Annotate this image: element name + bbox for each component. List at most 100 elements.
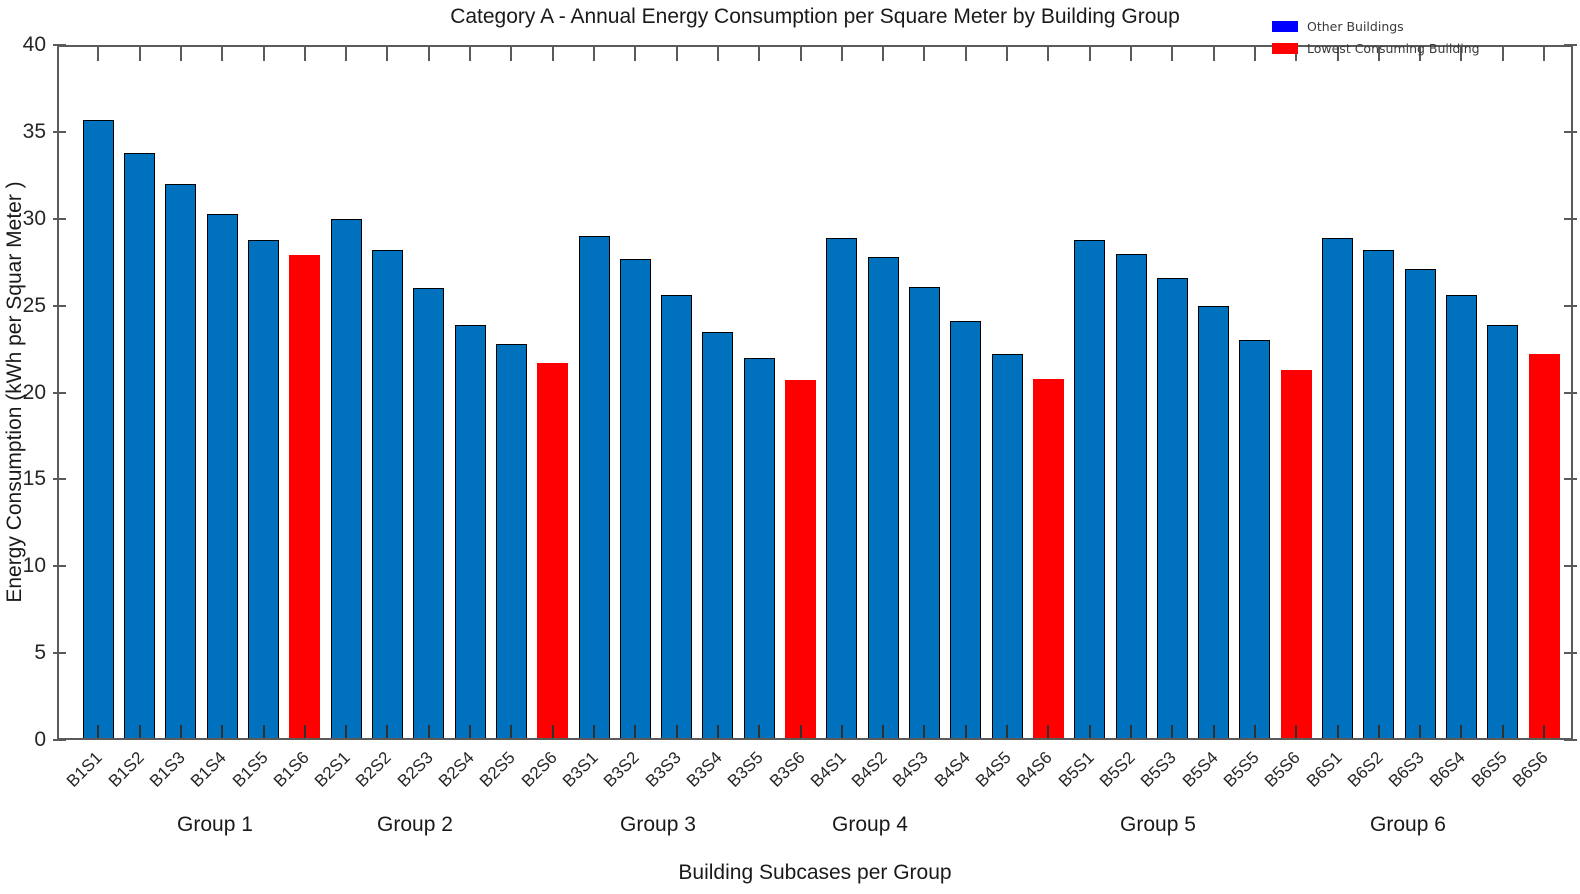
- x-tick-mark-bottom: [469, 725, 472, 738]
- y-tick-mark-left: [53, 304, 66, 307]
- x-tick-label-b1s2: B1S2: [104, 748, 148, 791]
- bar-b2s2: [371, 250, 403, 740]
- y-tick-mark-right: [1564, 391, 1577, 394]
- x-tick-mark-bottom: [716, 725, 719, 738]
- group-label-4: Group 4: [832, 813, 908, 836]
- y-tick-mark-left: [53, 391, 66, 394]
- x-tick-mark-bottom: [221, 725, 224, 738]
- x-tick-mark-top: [221, 47, 224, 61]
- chart-title: Category A - Annual Energy Consumption p…: [450, 5, 1180, 28]
- x-tick-mark-top: [1047, 47, 1050, 61]
- y-axis-label: Energy Consumption (kWh per Squar Meter …: [3, 181, 26, 603]
- bar-b5s4: [1198, 305, 1230, 740]
- y-tick-mark-left: [53, 44, 66, 46]
- x-tick-mark-bottom: [97, 725, 100, 738]
- x-tick-mark-bottom: [840, 725, 843, 738]
- x-tick-mark-top: [675, 47, 678, 61]
- bar-b6s6: [1528, 354, 1560, 740]
- bar-b5s1: [1074, 239, 1106, 740]
- x-tick-mark-bottom: [427, 725, 430, 738]
- x-tick-label-b6s5: B6S5: [1467, 748, 1511, 791]
- x-tick-mark-top: [179, 47, 182, 61]
- y-tick-label: 20: [22, 380, 46, 404]
- x-tick-mark-top: [758, 47, 761, 61]
- legend-label-other-buildings: Other Buildings: [1307, 19, 1404, 34]
- x-tick-mark-bottom: [1171, 725, 1174, 738]
- x-tick-label-b3s2: B3S2: [600, 748, 644, 791]
- group-label-5: Group 5: [1120, 813, 1196, 836]
- y-tick-mark-right: [1564, 44, 1577, 46]
- x-tick-mark-bottom: [551, 725, 554, 738]
- y-tick-label: 30: [22, 206, 46, 230]
- x-tick-mark-bottom: [262, 725, 265, 738]
- x-tick-mark-top: [1295, 47, 1298, 61]
- x-tick-label-b5s2: B5S2: [1095, 748, 1139, 791]
- x-tick-label-b6s6: B6S6: [1509, 748, 1552, 791]
- x-tick-label-b4s6: B4S6: [1013, 748, 1057, 791]
- x-tick-mark-bottom: [593, 725, 595, 738]
- bar-b3s2: [619, 258, 651, 740]
- x-tick-label-b1s1: B1S1: [63, 748, 107, 791]
- bar-b1s5: [248, 239, 280, 740]
- x-tick-mark-bottom: [1253, 725, 1256, 738]
- bar-b4s2: [867, 256, 899, 740]
- x-axis-label: Building Subcases per Group: [678, 861, 952, 884]
- group-label-1: Group 1: [177, 813, 253, 836]
- axis-top-line: [57, 45, 1573, 47]
- x-tick-mark-top: [923, 47, 926, 61]
- y-tick-mark-right: [1564, 478, 1577, 481]
- x-tick-mark-bottom: [138, 725, 141, 738]
- legend-swatch-other-buildings: [1272, 21, 1298, 32]
- x-tick-mark-top: [510, 47, 513, 61]
- x-tick-mark-bottom: [179, 725, 182, 738]
- x-tick-label-b2s4: B2S4: [435, 748, 478, 791]
- x-tick-label-b6s4: B6S4: [1426, 748, 1470, 791]
- x-tick-mark-bottom: [964, 725, 967, 738]
- x-tick-mark-top: [262, 47, 265, 61]
- x-tick-label-b4s1: B4S1: [806, 748, 850, 791]
- x-tick-mark-top: [799, 47, 802, 61]
- x-tick-label-b3s4: B3S4: [682, 748, 726, 791]
- x-tick-label-b1s6: B1S6: [269, 748, 313, 791]
- bar-b3s1: [578, 236, 610, 740]
- bar-b4s4: [950, 321, 982, 740]
- group-label-6: Group 6: [1370, 813, 1446, 836]
- y-tick-label: 0: [34, 728, 46, 751]
- y-tick-label: 40: [22, 33, 46, 56]
- x-tick-mark-top: [1419, 47, 1422, 61]
- bar-b4s5: [991, 354, 1023, 740]
- x-tick-label-b3s5: B3S5: [724, 748, 767, 791]
- bar-b3s3: [661, 295, 693, 740]
- x-tick-mark-bottom: [1006, 725, 1009, 738]
- x-tick-mark-bottom: [1212, 725, 1215, 738]
- x-tick-mark-bottom: [303, 725, 306, 738]
- x-tick-label-b1s3: B1S3: [145, 748, 189, 791]
- y-tick-mark-left: [53, 478, 66, 481]
- x-tick-mark-bottom: [1419, 725, 1422, 738]
- y-tick-mark-right: [1564, 304, 1577, 307]
- x-tick-mark-bottom: [1130, 725, 1132, 738]
- x-tick-label-b5s3: B5S3: [1137, 748, 1181, 791]
- y-tick-label: 15: [22, 467, 46, 491]
- x-tick-mark-top: [1377, 47, 1380, 61]
- x-tick-mark-bottom: [923, 725, 926, 738]
- x-tick-mark-top: [97, 47, 100, 61]
- x-tick-mark-top: [1171, 47, 1174, 61]
- bar-b1s1: [82, 119, 114, 740]
- y-tick-mark-right: [1564, 130, 1577, 133]
- x-tick-mark-top: [303, 47, 306, 61]
- x-tick-mark-bottom: [1543, 725, 1546, 738]
- x-tick-mark-top: [1501, 47, 1504, 61]
- x-tick-mark-bottom: [1088, 725, 1091, 738]
- x-tick-mark-bottom: [758, 725, 761, 738]
- bar-b2s6: [537, 362, 569, 740]
- y-tick-mark-right: [1564, 217, 1577, 220]
- y-tick-label: 5: [34, 641, 46, 665]
- legend-entry-other-buildings: Other Buildings: [1272, 19, 1480, 34]
- x-tick-label-b4s5: B4S5: [972, 748, 1015, 791]
- bar-b2s4: [454, 324, 486, 740]
- bar-b5s5: [1239, 340, 1271, 740]
- x-tick-mark-bottom: [510, 725, 513, 738]
- x-tick-mark-top: [964, 47, 967, 61]
